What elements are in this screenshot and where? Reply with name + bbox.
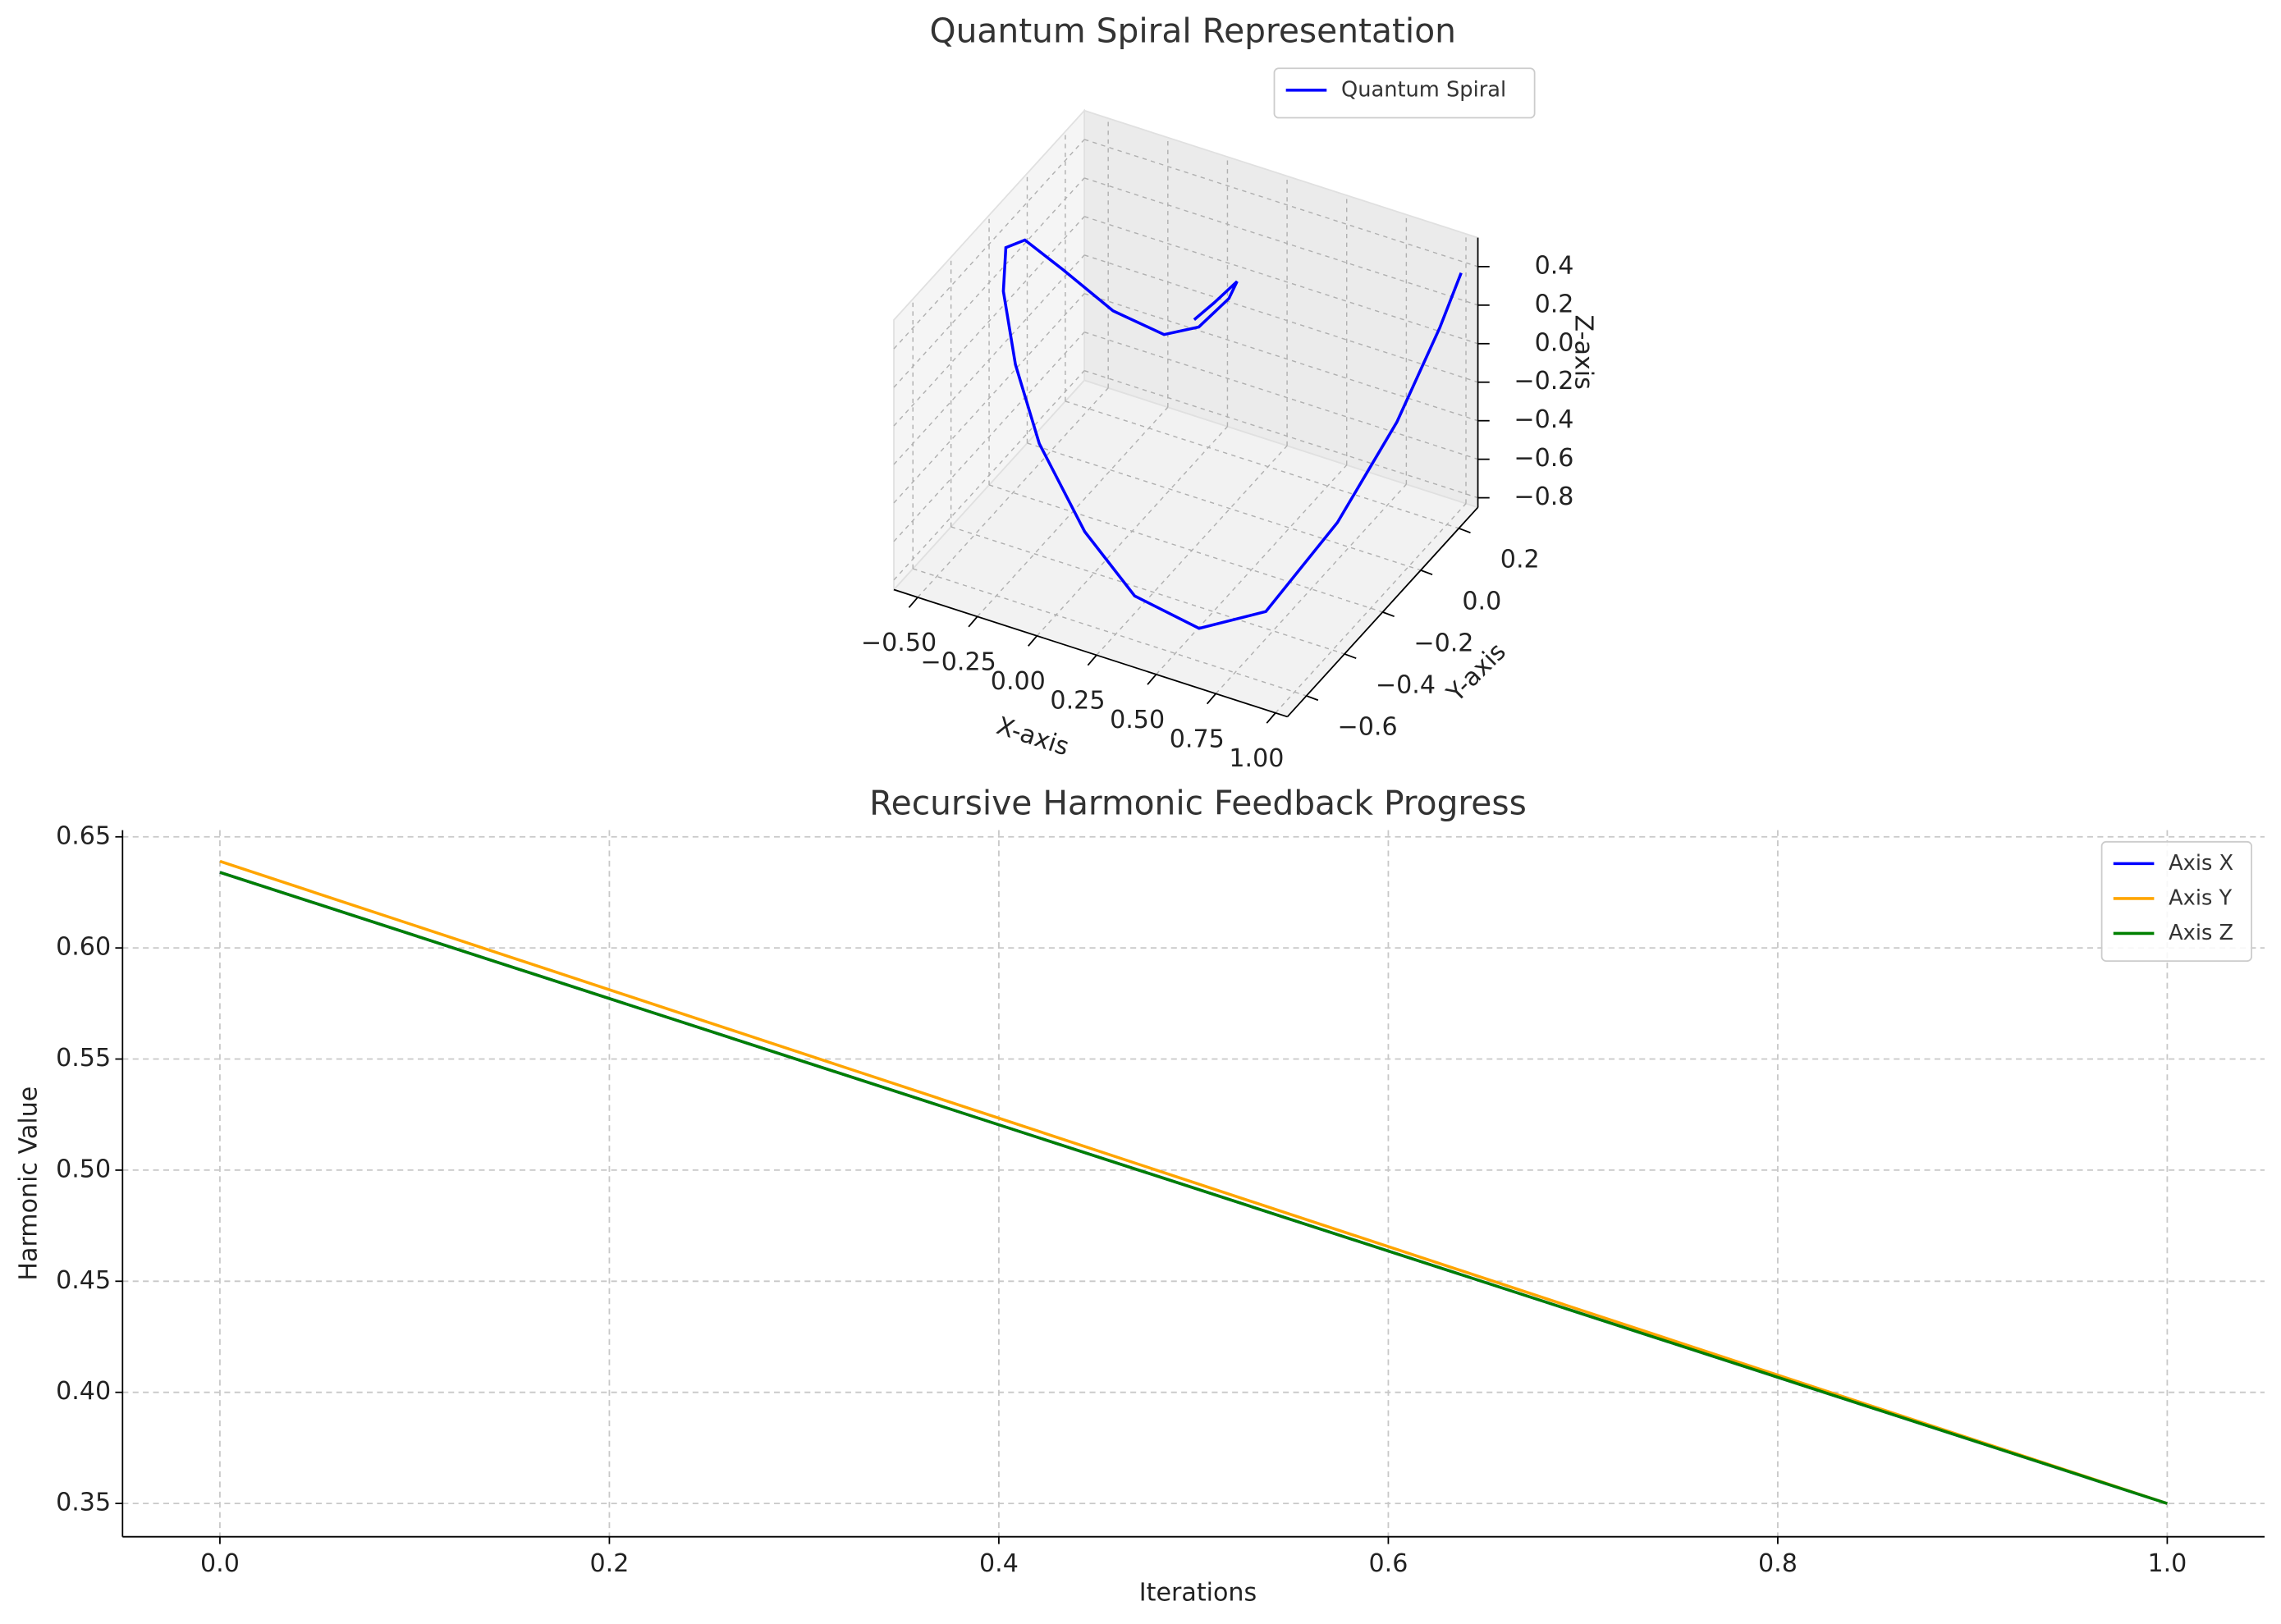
x-tick-label: 0.4 <box>979 1549 1019 1578</box>
grid-line <box>893 370 1085 581</box>
grid-line <box>893 332 1085 542</box>
z-tick-label: 0.2 <box>1535 290 1574 318</box>
x-tick <box>908 597 918 608</box>
series-line <box>219 859 2168 1505</box>
grid-line <box>1027 442 1422 571</box>
grid-line <box>913 568 1307 697</box>
x-tick <box>1087 654 1097 666</box>
grid-line <box>893 139 1085 350</box>
grid-line <box>893 177 1085 388</box>
y-axis-label: Harmonic Value <box>14 1086 43 1281</box>
x-tick-label: −0.50 <box>861 629 937 657</box>
x-tick <box>1206 693 1216 705</box>
series-line <box>219 871 2168 1505</box>
z-tick-label: −0.8 <box>1514 483 1573 511</box>
legend-label: Axis X <box>2169 851 2233 876</box>
legend-box <box>1273 67 1536 119</box>
grid-line <box>893 254 1085 465</box>
y-tick-label: 0.0 <box>1462 587 1501 615</box>
y-tick-label: 0.45 <box>56 1266 111 1295</box>
x-axis <box>893 588 1288 718</box>
y-tick-label: 0.60 <box>56 933 111 962</box>
grid-line <box>1083 177 1478 306</box>
y-tick-label: 0.2 <box>1500 545 1540 574</box>
z-tick-label: −0.6 <box>1514 444 1573 473</box>
y-tick-label: 0.55 <box>56 1044 111 1073</box>
x-tick-label: −0.25 <box>921 648 996 677</box>
grid-line <box>893 293 1085 504</box>
x-tick-label: 0.2 <box>589 1549 629 1578</box>
y-tick-label: 0.40 <box>56 1377 111 1406</box>
y-axis <box>1286 506 1479 718</box>
x-tick-label: 0.00 <box>991 667 1046 696</box>
spiral-line <box>1001 238 1463 630</box>
y-tick <box>1382 611 1395 618</box>
z-tick-label: 0.0 <box>1535 328 1574 357</box>
z-tick-label: 0.4 <box>1535 251 1574 280</box>
grid-line <box>893 216 1085 427</box>
y-tick-label: −0.6 <box>1338 712 1398 741</box>
x-tick <box>1266 712 1276 724</box>
grid-line <box>1275 503 1467 714</box>
x-tick-label: 0.25 <box>1050 687 1105 716</box>
grid-line <box>1215 483 1407 694</box>
x-tick-label: 0.0 <box>200 1549 240 1578</box>
legend-label: Quantum Spiral <box>1341 77 1506 102</box>
y-tick <box>1459 528 1471 533</box>
grid-line <box>1065 400 1459 529</box>
grid-line <box>950 526 1345 655</box>
legend-label: Axis Z <box>2169 921 2233 945</box>
grid-line <box>1083 332 1478 460</box>
x-tick-label: 0.8 <box>1758 1549 1798 1578</box>
y-tick-label: −0.4 <box>1376 670 1436 699</box>
x-tick-label: 0.6 <box>1368 1549 1408 1578</box>
z-axis-label: Z-axis <box>1569 315 1598 390</box>
y-tick <box>1344 653 1357 660</box>
legend-box <box>2100 840 2252 962</box>
grid-line <box>988 484 1383 613</box>
grid-line <box>1083 293 1478 422</box>
x-axis-label: Iterations <box>1139 1578 1257 1607</box>
x-tick <box>1147 674 1157 685</box>
grid-line <box>1083 369 1478 499</box>
x-tick-label: 1.0 <box>2147 1549 2187 1578</box>
y-tick-label: −0.2 <box>1413 629 1473 657</box>
y-tick-label: 0.50 <box>56 1155 111 1183</box>
grid-line <box>917 387 1109 598</box>
grid-line <box>1083 216 1478 345</box>
grid-line <box>1156 464 1348 675</box>
z-tick-label: −0.4 <box>1514 405 1573 434</box>
y-tick-label: 0.65 <box>56 821 111 850</box>
x-tick <box>968 615 978 628</box>
chart-title: Quantum Spiral Representation <box>930 11 1456 51</box>
x-tick-label: 0.50 <box>1110 706 1165 734</box>
y-tick <box>1420 570 1433 576</box>
grid-line <box>1083 139 1478 268</box>
y-tick-label: 0.35 <box>56 1489 111 1517</box>
grid-line <box>1083 254 1478 383</box>
y-tick <box>1306 695 1319 702</box>
x-tick-label: 0.75 <box>1170 725 1225 753</box>
x-tick-label: 1.00 <box>1229 744 1284 773</box>
x-axis-label: X-axis <box>993 711 1073 762</box>
x-tick <box>1028 635 1038 647</box>
legend-label: Axis Y <box>2169 885 2232 910</box>
chart-title: Recursive Harmonic Feedback Progress <box>869 784 1527 823</box>
z-tick-label: −0.2 <box>1514 367 1573 396</box>
